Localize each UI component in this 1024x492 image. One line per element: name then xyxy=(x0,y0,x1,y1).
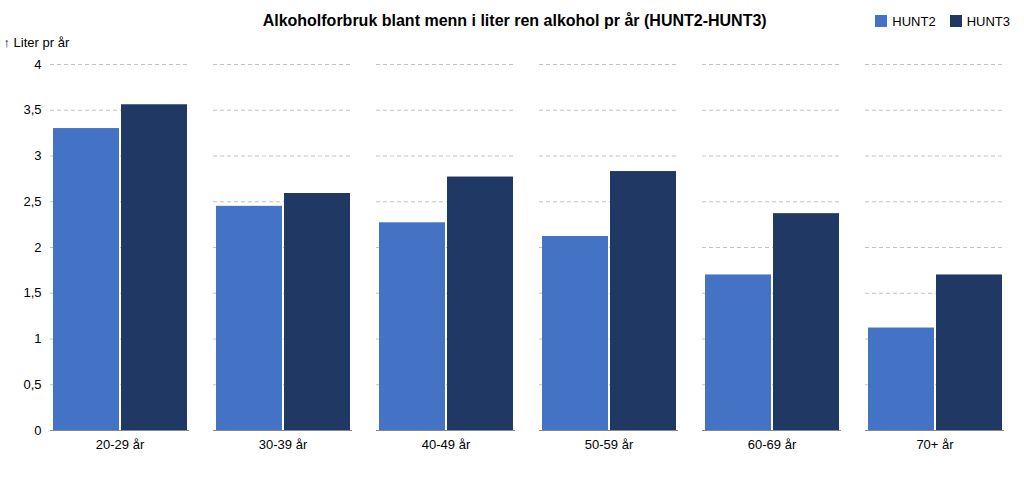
svg-text:0: 0 xyxy=(34,423,41,438)
svg-text:60-69 år: 60-69 år xyxy=(748,437,797,452)
svg-text:70+ år: 70+ år xyxy=(916,437,954,452)
svg-text:0,5: 0,5 xyxy=(23,377,41,392)
svg-text:↑ Liter pr år: ↑ Liter pr år xyxy=(4,35,70,50)
svg-text:30-39 år: 30-39 år xyxy=(259,437,308,452)
svg-text:50-59 år: 50-59 år xyxy=(585,437,634,452)
svg-text:2: 2 xyxy=(34,240,41,255)
svg-text:2,5: 2,5 xyxy=(23,194,41,209)
svg-text:3: 3 xyxy=(34,148,41,163)
html-text:Alkoholforbruk blant menn i li: Alkoholforbruk blant menn i liter ren al… xyxy=(262,12,767,29)
svg-text:1: 1 xyxy=(34,331,41,346)
svg-text:40-49 år: 40-49 år xyxy=(422,437,471,452)
svg-text:20-29 år: 20-29 år xyxy=(96,437,145,452)
html-text:HUNT2: HUNT2 xyxy=(892,13,936,29)
html-text:HUNT3: HUNT3 xyxy=(966,13,1010,29)
svg-text:3,5: 3,5 xyxy=(23,102,41,117)
svg-text:4: 4 xyxy=(34,57,41,72)
svg-text:1,5: 1,5 xyxy=(23,285,41,300)
